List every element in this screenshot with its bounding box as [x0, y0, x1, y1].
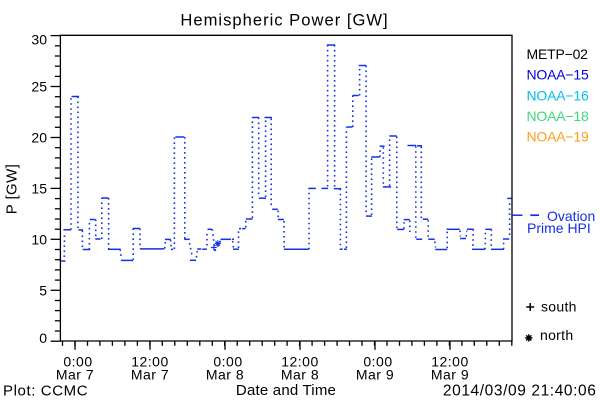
svg-text:12:00: 12:00	[431, 354, 469, 370]
svg-text:south: south	[541, 299, 577, 315]
svg-text:Mar 7: Mar 7	[56, 366, 94, 382]
svg-text:Prime HPI: Prime HPI	[527, 220, 591, 236]
svg-text:METP−02: METP−02	[527, 46, 589, 62]
svg-text:5: 5	[39, 283, 47, 299]
svg-text:Mar 8: Mar 8	[206, 366, 244, 382]
svg-text:0:00: 0:00	[63, 354, 92, 370]
svg-text:Date and Time: Date and Time	[236, 382, 336, 399]
svg-text:12:00: 12:00	[131, 354, 169, 370]
svg-text:30: 30	[31, 31, 47, 47]
svg-text:Mar 9: Mar 9	[356, 366, 394, 382]
svg-text:Plot: CCMC: Plot: CCMC	[3, 382, 88, 399]
svg-text:NOAA−16: NOAA−16	[527, 87, 589, 103]
svg-text:NOAA−18: NOAA−18	[527, 108, 589, 124]
svg-text:Mar 9: Mar 9	[431, 366, 469, 382]
svg-text:2014/03/09 21:40:06: 2014/03/09 21:40:06	[443, 383, 597, 400]
svg-text:20: 20	[31, 130, 47, 146]
svg-text:Mar 8: Mar 8	[281, 366, 319, 382]
svg-text:Ovation: Ovation	[547, 208, 595, 224]
svg-text:NOAA−15: NOAA−15	[527, 67, 589, 83]
svg-text:NOAA−19: NOAA−19	[527, 129, 589, 145]
svg-text:12:00: 12:00	[281, 354, 319, 370]
svg-text:25: 25	[31, 78, 47, 94]
svg-text:Hemispheric Power [GW]: Hemispheric Power [GW]	[180, 11, 388, 30]
svg-text:P [GW]: P [GW]	[4, 164, 21, 214]
svg-text:10: 10	[31, 232, 47, 248]
svg-text:0:00: 0:00	[213, 354, 242, 370]
svg-text:0:00: 0:00	[363, 354, 392, 370]
svg-text:Mar 7: Mar 7	[131, 366, 169, 382]
svg-text:15: 15	[31, 180, 47, 196]
svg-text:0: 0	[39, 330, 47, 346]
svg-text:north: north	[540, 327, 573, 343]
